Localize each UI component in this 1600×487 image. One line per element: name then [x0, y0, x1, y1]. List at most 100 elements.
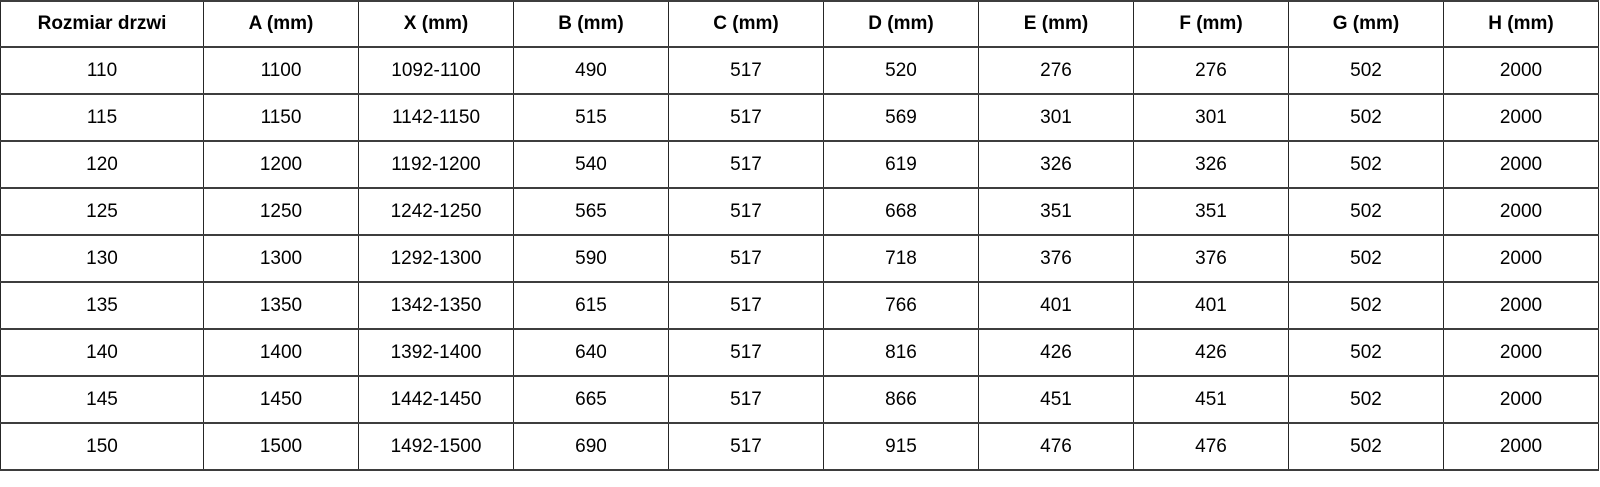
table-cell: 619 [823, 140, 979, 189]
table-cell: 517 [668, 140, 824, 189]
table-cell: 565 [513, 187, 669, 236]
table-cell: 2000 [1443, 281, 1599, 330]
table-cell: 502 [1288, 422, 1444, 471]
table-cell: 816 [823, 328, 979, 377]
column-header: B (mm) [513, 0, 669, 48]
table-cell: 502 [1288, 328, 1444, 377]
table-cell: 2000 [1443, 328, 1599, 377]
table-cell: 866 [823, 375, 979, 424]
table-cell: 1200 [203, 140, 359, 189]
column-header: D (mm) [823, 0, 979, 48]
table-cell: 376 [978, 234, 1134, 283]
column-header: C (mm) [668, 0, 824, 48]
table-cell: 718 [823, 234, 979, 283]
table-cell: 276 [978, 46, 1134, 95]
table-cell: 110 [0, 46, 204, 95]
table-cell: 520 [823, 46, 979, 95]
table-cell: 1092-1100 [358, 46, 514, 95]
table-header: Rozmiar drzwi A (mm) X (mm) B (mm) C (mm) D (… [0, 0, 1599, 48]
table-cell: 690 [513, 422, 669, 471]
table-cell: 1142-1150 [358, 93, 514, 142]
table-cell: 1392-1400 [358, 328, 514, 377]
table-cell: 1292-1300 [358, 234, 514, 283]
column-header: G (mm) [1288, 0, 1444, 48]
table-cell: 115 [0, 93, 204, 142]
table-cell: 326 [978, 140, 1134, 189]
table-cell: 426 [978, 328, 1134, 377]
table-cell: 502 [1288, 140, 1444, 189]
table-cell: 2000 [1443, 93, 1599, 142]
table-cell: 301 [1133, 93, 1289, 142]
table-cell: 476 [1133, 422, 1289, 471]
table-cell: 540 [513, 140, 669, 189]
table-cell: 1350 [203, 281, 359, 330]
table-cell: 351 [978, 187, 1134, 236]
table-row: 125 1250 1242-1250 565 517 668 351 351 502 2000 [0, 187, 1599, 236]
table-cell: 276 [1133, 46, 1289, 95]
table-cell: 1250 [203, 187, 359, 236]
table-cell: 1500 [203, 422, 359, 471]
table-cell: 502 [1288, 375, 1444, 424]
table-cell: 517 [668, 375, 824, 424]
table-cell: 130 [0, 234, 204, 283]
table-row: 135 1350 1342-1350 615 517 766 401 401 502 2000 [0, 281, 1599, 330]
column-header: A (mm) [203, 0, 359, 48]
table-cell: 502 [1288, 187, 1444, 236]
table-cell: 1300 [203, 234, 359, 283]
table-cell: 401 [978, 281, 1134, 330]
table-body: 110 1100 1092-1100 490 517 520 276 276 502 2000 11… [0, 46, 1599, 471]
table-cell: 1100 [203, 46, 359, 95]
table-row: 120 1200 1192-1200 540 517 619 326 326 502 2000 [0, 140, 1599, 189]
column-header: E (mm) [978, 0, 1134, 48]
table-cell: 502 [1288, 281, 1444, 330]
door-dimensions-table: Rozmiar drzwi A (mm) X (mm) B (mm) C (mm) D (… [0, 0, 1599, 471]
table-cell: 150 [0, 422, 204, 471]
table-cell: 451 [978, 375, 1134, 424]
table-row: 140 1400 1392-1400 640 517 816 426 426 502 2000 [0, 328, 1599, 377]
table-cell: 517 [668, 187, 824, 236]
table-cell: 1400 [203, 328, 359, 377]
table-cell: 145 [0, 375, 204, 424]
table-cell: 517 [668, 234, 824, 283]
table-cell: 517 [668, 93, 824, 142]
table-cell: 326 [1133, 140, 1289, 189]
table-cell: 125 [0, 187, 204, 236]
table-cell: 590 [513, 234, 669, 283]
table-cell: 569 [823, 93, 979, 142]
table-cell: 135 [0, 281, 204, 330]
table-cell: 476 [978, 422, 1134, 471]
table-row: 150 1500 1492-1500 690 517 915 476 476 502 2000 [0, 422, 1599, 471]
header-row: Rozmiar drzwi A (mm) X (mm) B (mm) C (mm) D (… [0, 0, 1599, 48]
table-cell: 2000 [1443, 46, 1599, 95]
column-header: H (mm) [1443, 0, 1599, 48]
table-cell: 140 [0, 328, 204, 377]
column-header: F (mm) [1133, 0, 1289, 48]
table-cell: 1150 [203, 93, 359, 142]
table-cell: 1450 [203, 375, 359, 424]
table-cell: 517 [668, 46, 824, 95]
table-cell: 915 [823, 422, 979, 471]
table-cell: 490 [513, 46, 669, 95]
table-row: 110 1100 1092-1100 490 517 520 276 276 502 2000 [0, 46, 1599, 95]
table-cell: 376 [1133, 234, 1289, 283]
table-cell: 502 [1288, 234, 1444, 283]
table-cell: 1492-1500 [358, 422, 514, 471]
table-cell: 301 [978, 93, 1134, 142]
table-cell: 1192-1200 [358, 140, 514, 189]
table-cell: 668 [823, 187, 979, 236]
table-cell: 1342-1350 [358, 281, 514, 330]
table-row: 145 1450 1442-1450 665 517 866 451 451 502 2000 [0, 375, 1599, 424]
table-cell: 766 [823, 281, 979, 330]
table-cell: 1442-1450 [358, 375, 514, 424]
column-header: Rozmiar drzwi [0, 0, 204, 48]
table-cell: 1242-1250 [358, 187, 514, 236]
table-cell: 2000 [1443, 375, 1599, 424]
table-row: 115 1150 1142-1150 515 517 569 301 301 502 2000 [0, 93, 1599, 142]
table-cell: 502 [1288, 46, 1444, 95]
table-cell: 451 [1133, 375, 1289, 424]
table-cell: 517 [668, 281, 824, 330]
table-cell: 351 [1133, 187, 1289, 236]
table-cell: 665 [513, 375, 669, 424]
table-cell: 2000 [1443, 187, 1599, 236]
